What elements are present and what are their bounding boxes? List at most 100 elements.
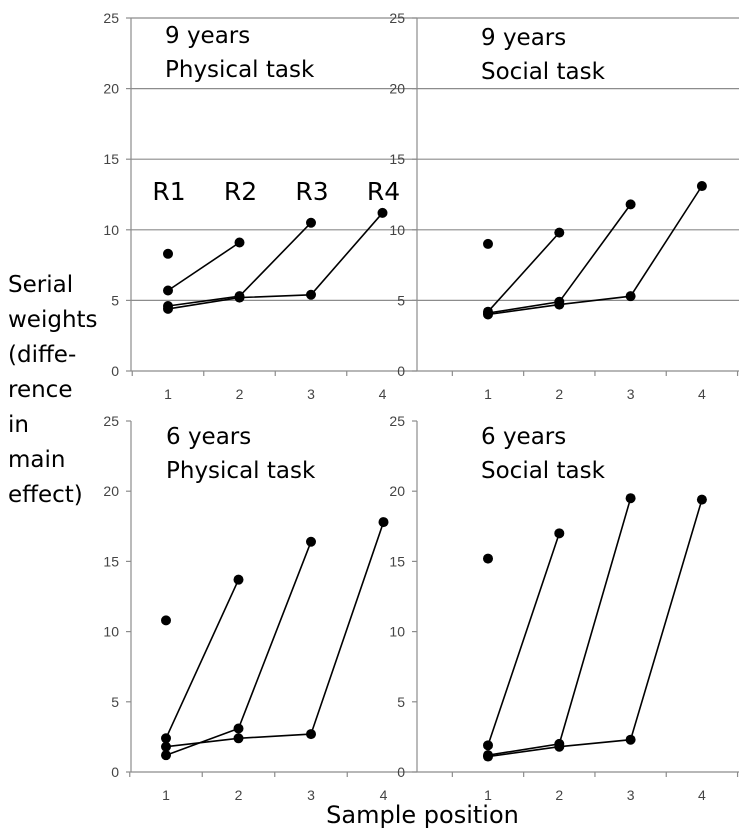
data-point-r3 <box>625 199 636 210</box>
x-tick-label: 4 <box>698 386 706 402</box>
y-tick-label: 20 <box>103 81 119 97</box>
data-point-r2 <box>554 227 565 238</box>
data-point-r4 <box>554 299 565 310</box>
y-tick-label: 15 <box>103 151 119 167</box>
panel-title-line: 9 years <box>481 25 566 51</box>
data-point-r1 <box>163 248 173 259</box>
x-tick-label: 2 <box>236 386 244 402</box>
data-point-r4 <box>483 751 493 762</box>
data-point-r4 <box>378 517 389 528</box>
x-tick-label: 3 <box>627 386 635 402</box>
series-line-r4 <box>165 521 385 748</box>
y-tick-label: 10 <box>103 222 119 238</box>
data-point-r4 <box>625 291 636 302</box>
data-point-r4 <box>306 289 316 300</box>
y-tick-label: 0 <box>397 764 405 780</box>
y-axis-label-line: effect) <box>8 482 83 508</box>
data-point-r4 <box>233 733 244 744</box>
data-point-r3 <box>233 723 244 734</box>
y-tick-label: 5 <box>111 292 119 308</box>
data-point-r2 <box>234 237 245 248</box>
y-tick-label: 20 <box>389 81 405 97</box>
x-tick-label: 3 <box>307 787 315 803</box>
panel-title-line: Social task <box>481 59 606 85</box>
data-point-r2 <box>163 285 173 296</box>
series-line-r3 <box>487 203 632 314</box>
data-point-r4 <box>234 292 245 303</box>
y-tick-label: 25 <box>389 10 405 26</box>
data-point-r2 <box>554 528 565 539</box>
data-point-r4 <box>161 741 171 752</box>
y-axis-label-line: (diffe- <box>8 342 77 368</box>
data-point-r3 <box>625 493 636 504</box>
y-axis-label-line: rence <box>8 377 73 403</box>
x-tick-label: 1 <box>162 787 170 803</box>
data-point-r4 <box>625 734 636 745</box>
y-axis-label-line: in <box>8 412 29 438</box>
y-tick-label: 0 <box>397 363 405 379</box>
series-label: R2 <box>224 177 257 206</box>
y-axis-label-line: Serial <box>8 272 74 298</box>
data-point-r4 <box>377 207 388 218</box>
series-label: R3 <box>295 177 328 206</box>
data-point-r4 <box>696 181 707 192</box>
series-label: R4 <box>367 177 400 206</box>
y-tick-label: 20 <box>389 483 405 499</box>
x-tick-label: 2 <box>235 787 243 803</box>
y-tick-label: 10 <box>389 222 405 238</box>
data-point-r4 <box>696 494 707 505</box>
y-axis-label: Serial weights (diffe- rence in main eff… <box>8 268 98 513</box>
series-line-r4 <box>167 212 384 310</box>
series-line-r3 <box>165 541 312 756</box>
x-tick-label: 3 <box>627 787 635 803</box>
x-tick-label: 2 <box>555 787 563 803</box>
data-point-r2 <box>161 733 171 744</box>
panel-title-line: 9 years <box>165 23 250 49</box>
y-tick-label: 15 <box>389 151 405 167</box>
y-tick-label: 25 <box>103 413 119 429</box>
x-tick-label: 4 <box>698 787 706 803</box>
x-tick-label: 2 <box>555 386 563 402</box>
series-line-r2 <box>487 533 561 746</box>
y-tick-label: 25 <box>389 413 405 429</box>
data-point-r4 <box>163 303 173 314</box>
data-point-r2 <box>233 574 244 585</box>
series-label: R1 <box>152 177 185 206</box>
x-tick-label: 1 <box>164 386 172 402</box>
data-point-r3 <box>161 750 171 761</box>
y-tick-label: 15 <box>389 553 405 569</box>
data-point-r1 <box>483 553 493 564</box>
panel-title-line: 6 years <box>166 424 251 450</box>
data-point-r1 <box>161 615 171 626</box>
data-point-r2 <box>483 740 493 751</box>
series-line-r2 <box>487 232 560 313</box>
y-tick-label: 10 <box>103 624 119 640</box>
x-tick-label: 4 <box>380 787 388 803</box>
series-line-r2 <box>167 241 240 292</box>
panel-title-line: Physical task <box>165 57 315 83</box>
data-point-r4 <box>483 309 493 320</box>
panel-title-line: 6 years <box>481 424 566 450</box>
series-line-r4 <box>487 185 703 316</box>
y-tick-label: 25 <box>103 10 119 26</box>
data-point-r3 <box>306 536 316 547</box>
panel-title-line: Physical task <box>166 458 316 484</box>
x-tick-label: 1 <box>484 386 492 402</box>
x-tick-label: 4 <box>379 386 387 402</box>
data-point-r4 <box>306 729 316 740</box>
data-point-r1 <box>483 238 493 249</box>
y-tick-label: 10 <box>389 624 405 640</box>
panel-title-line: Social task <box>481 458 606 484</box>
data-point-r3 <box>306 217 316 228</box>
y-tick-label: 20 <box>103 483 119 499</box>
data-point-r4 <box>554 741 565 752</box>
y-tick-label: 15 <box>103 553 119 569</box>
y-tick-label: 5 <box>111 694 119 710</box>
series-line-r4 <box>487 499 703 758</box>
y-tick-label: 5 <box>397 292 405 308</box>
y-axis-label-line: main <box>8 447 66 473</box>
x-tick-label: 1 <box>484 787 492 803</box>
y-tick-label: 5 <box>397 694 405 710</box>
y-tick-label: 0 <box>111 764 119 780</box>
